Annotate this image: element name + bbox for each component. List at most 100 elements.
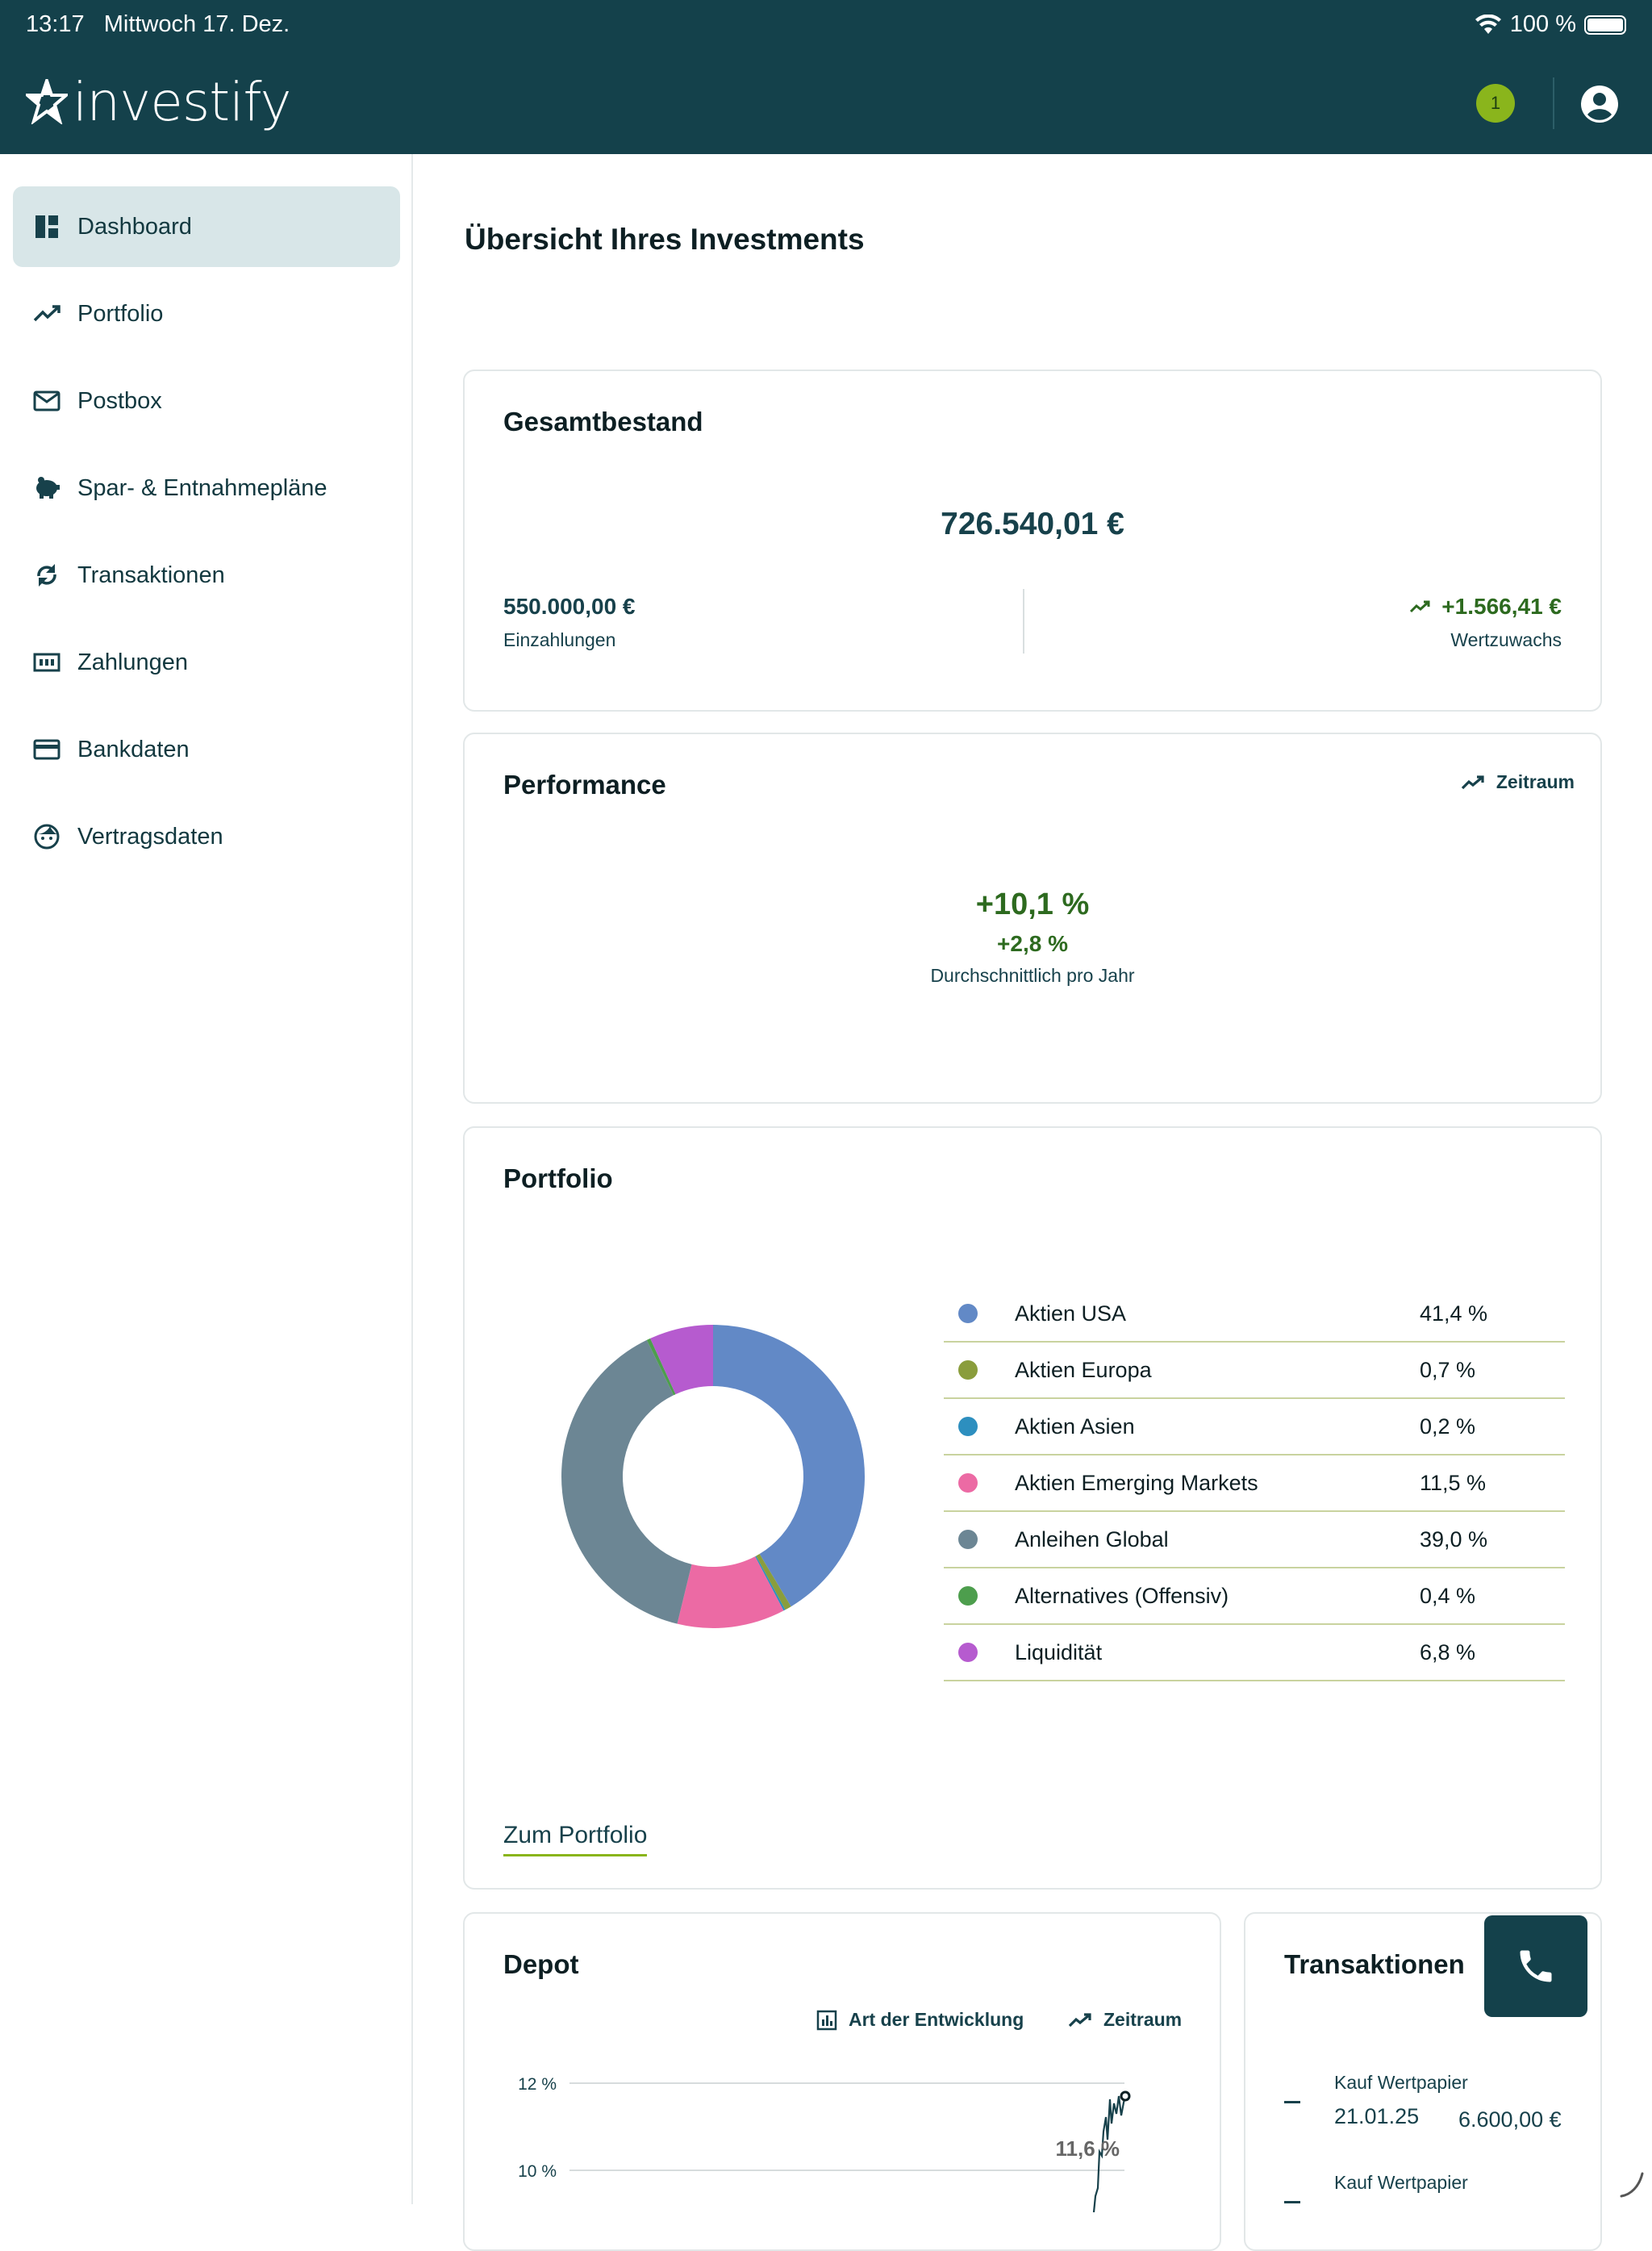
allocation-legend: Aktien USA 41,4 % Aktien Europa 0,7 % Aktien… [944, 1286, 1565, 1681]
gain-value-row: +1.566,41 € [1409, 594, 1562, 620]
sidebar-item-label: Postbox [77, 387, 162, 414]
sidebar-item-label: Portfolio [77, 300, 164, 327]
donut-slice [713, 1325, 865, 1607]
face-icon [31, 821, 63, 853]
sidebar-item-bank-details[interactable]: Bankdaten [13, 709, 400, 790]
period-selector[interactable]: Zeitraum [1461, 771, 1575, 793]
depot-card: Depot Art der Entwicklung Zeitraum 12 % … [463, 1912, 1221, 2251]
gain-label: Wertzuwachs [1450, 629, 1562, 650]
legend-percent: 41,4 % [1420, 1301, 1488, 1326]
trend-up-icon [1410, 600, 1430, 613]
legend-label: Aktien USA [1015, 1301, 1127, 1326]
legend-item: Alternatives (Offensiv) 0,4 % [944, 1568, 1565, 1625]
current-value-label: 11,6 % [1055, 2136, 1120, 2161]
notification-count: 1 [1490, 93, 1501, 113]
legend-item: Aktien Asien 0,2 % [944, 1399, 1565, 1455]
period-label: Zeitraum [1496, 771, 1575, 792]
logo-mark-icon [26, 79, 68, 124]
period-selector[interactable]: Zeitraum [1068, 2009, 1182, 2031]
app-logo[interactable]: investify [26, 70, 292, 133]
legend-percent: 0,7 % [1420, 1357, 1476, 1382]
trend-line-icon [1068, 2012, 1091, 2027]
minus-icon [1284, 2201, 1300, 2203]
sidebar-item-label: Transaktionen [77, 562, 225, 588]
legend-percent: 0,4 % [1420, 1583, 1476, 1608]
legend-label: Aktien Europa [1015, 1357, 1152, 1382]
payments-icon [31, 646, 63, 679]
legend-item: Anleihen Global 39,0 % [944, 1512, 1565, 1568]
legend-label: Liquidität [1015, 1639, 1103, 1664]
logo-text: investify [73, 70, 292, 133]
development-type-selector[interactable]: Art der Entwicklung [816, 2009, 1024, 2031]
card-title: Gesamtbestand [503, 407, 703, 436]
card-title: Portfolio [503, 1163, 613, 1193]
sync-icon [31, 559, 63, 591]
piggy-bank-icon [31, 472, 63, 504]
sidebar-item-savings-plans[interactable]: Spar- & Entnahmepläne [13, 448, 400, 528]
donut-slice [677, 1556, 784, 1628]
allocation-donut-chart [561, 1325, 865, 1628]
y-tick-label: 10 % [518, 2162, 557, 2181]
legend-item: Aktien USA 41,4 % [944, 1286, 1565, 1343]
depot-line-chart: 12 % 10 % 11,6 % [518, 2075, 1131, 2212]
status-date: Mittwoch 17. Dez. [103, 11, 290, 37]
account-icon[interactable] [1579, 84, 1620, 124]
gain-value: +1.566,41 € [1441, 594, 1562, 619]
deposits-value: 550.000,00 € [503, 594, 636, 619]
battery-percent: 100 % [1509, 11, 1576, 37]
sidebar-item-label: Dashboard [77, 213, 192, 240]
legend-item: Liquidität 6,8 % [944, 1625, 1565, 1681]
performance-line [1092, 2095, 1127, 2212]
notification-badge[interactable]: 1 [1476, 84, 1515, 123]
legend-color-dot [958, 1417, 978, 1436]
page-title: Übersicht Ihres Investments [465, 223, 865, 256]
total-holdings-card: Gesamtbestand 726.540,01 € 550.000,00 € … [463, 370, 1602, 712]
legend-color-dot [958, 1586, 978, 1606]
sidebar-item-label: Spar- & Entnahmepläne [77, 474, 327, 501]
status-time: 13:17 [26, 11, 85, 37]
current-value-marker [1120, 2090, 1131, 2102]
performance-annual: +2,8 % [997, 931, 1068, 956]
call-button[interactable] [1484, 1915, 1587, 2017]
performance-annual-label: Durchschnittlich pro Jahr [930, 965, 1135, 986]
legend-label: Aktien Asien [1015, 1414, 1135, 1439]
status-bar-right: 100 % [1475, 11, 1626, 38]
transaction-title: Kauf Wertpapier [1334, 2072, 1468, 2093]
donut-slice [561, 1339, 692, 1624]
to-portfolio-link[interactable]: Zum Portfolio [503, 1822, 648, 1856]
y-tick-label: 12 % [518, 2075, 557, 2094]
sidebar-item-dashboard[interactable]: Dashboard [13, 186, 400, 267]
sidebar-item-transactions[interactable]: Transaktionen [13, 535, 400, 616]
sidebar-item-payments[interactable]: Zahlungen [13, 622, 400, 703]
dashboard-icon [31, 211, 63, 243]
transaction-title: Kauf Wertpapier [1334, 2172, 1468, 2193]
battery-icon [1584, 15, 1626, 35]
legend-color-dot [958, 1360, 978, 1380]
total-value: 726.540,01 € [941, 507, 1124, 541]
card-title: Performance [503, 770, 666, 800]
bar-chart-icon [816, 2010, 837, 2030]
credit-card-icon [31, 733, 63, 766]
portfolio-card: Portfolio Aktien USA 41,4 % Aktien Europa 0… [463, 1126, 1602, 1890]
sidebar-item-label: Bankdaten [77, 736, 190, 762]
transaction-amount: 6.600,00 € [1458, 2107, 1562, 2132]
legend-label: Alternatives (Offensiv) [1015, 1583, 1229, 1608]
legend-percent: 0,2 % [1420, 1414, 1476, 1439]
trend-line-icon [1461, 775, 1484, 789]
legend-item: Aktien Emerging Markets 11,5 % [944, 1455, 1565, 1512]
legend-label: Anleihen Global [1015, 1526, 1169, 1551]
sidebar-item-portfolio[interactable]: Portfolio [13, 274, 400, 354]
sidebar-item-label: Vertragsdaten [77, 823, 223, 850]
sidebar-item-contract-data[interactable]: Vertragsdaten [13, 796, 400, 877]
top-bar: 13:17 Mittwoch 17. Dez. 100 % investify … [0, 0, 1652, 154]
sidebar-item-postbox[interactable]: Postbox [13, 361, 400, 441]
legend-percent: 39,0 % [1420, 1526, 1488, 1551]
minus-icon [1284, 2101, 1300, 2103]
performance-card: Performance Zeitraum +10,1 % +2,8 % Durc… [463, 733, 1602, 1104]
legend-label: Aktien Emerging Markets [1015, 1470, 1258, 1495]
trend-line-icon [31, 298, 63, 330]
legend-percent: 6,8 % [1420, 1639, 1476, 1664]
header-divider [1553, 77, 1554, 129]
legend-color-dot [958, 1530, 978, 1549]
donut-slice [650, 1325, 713, 1395]
